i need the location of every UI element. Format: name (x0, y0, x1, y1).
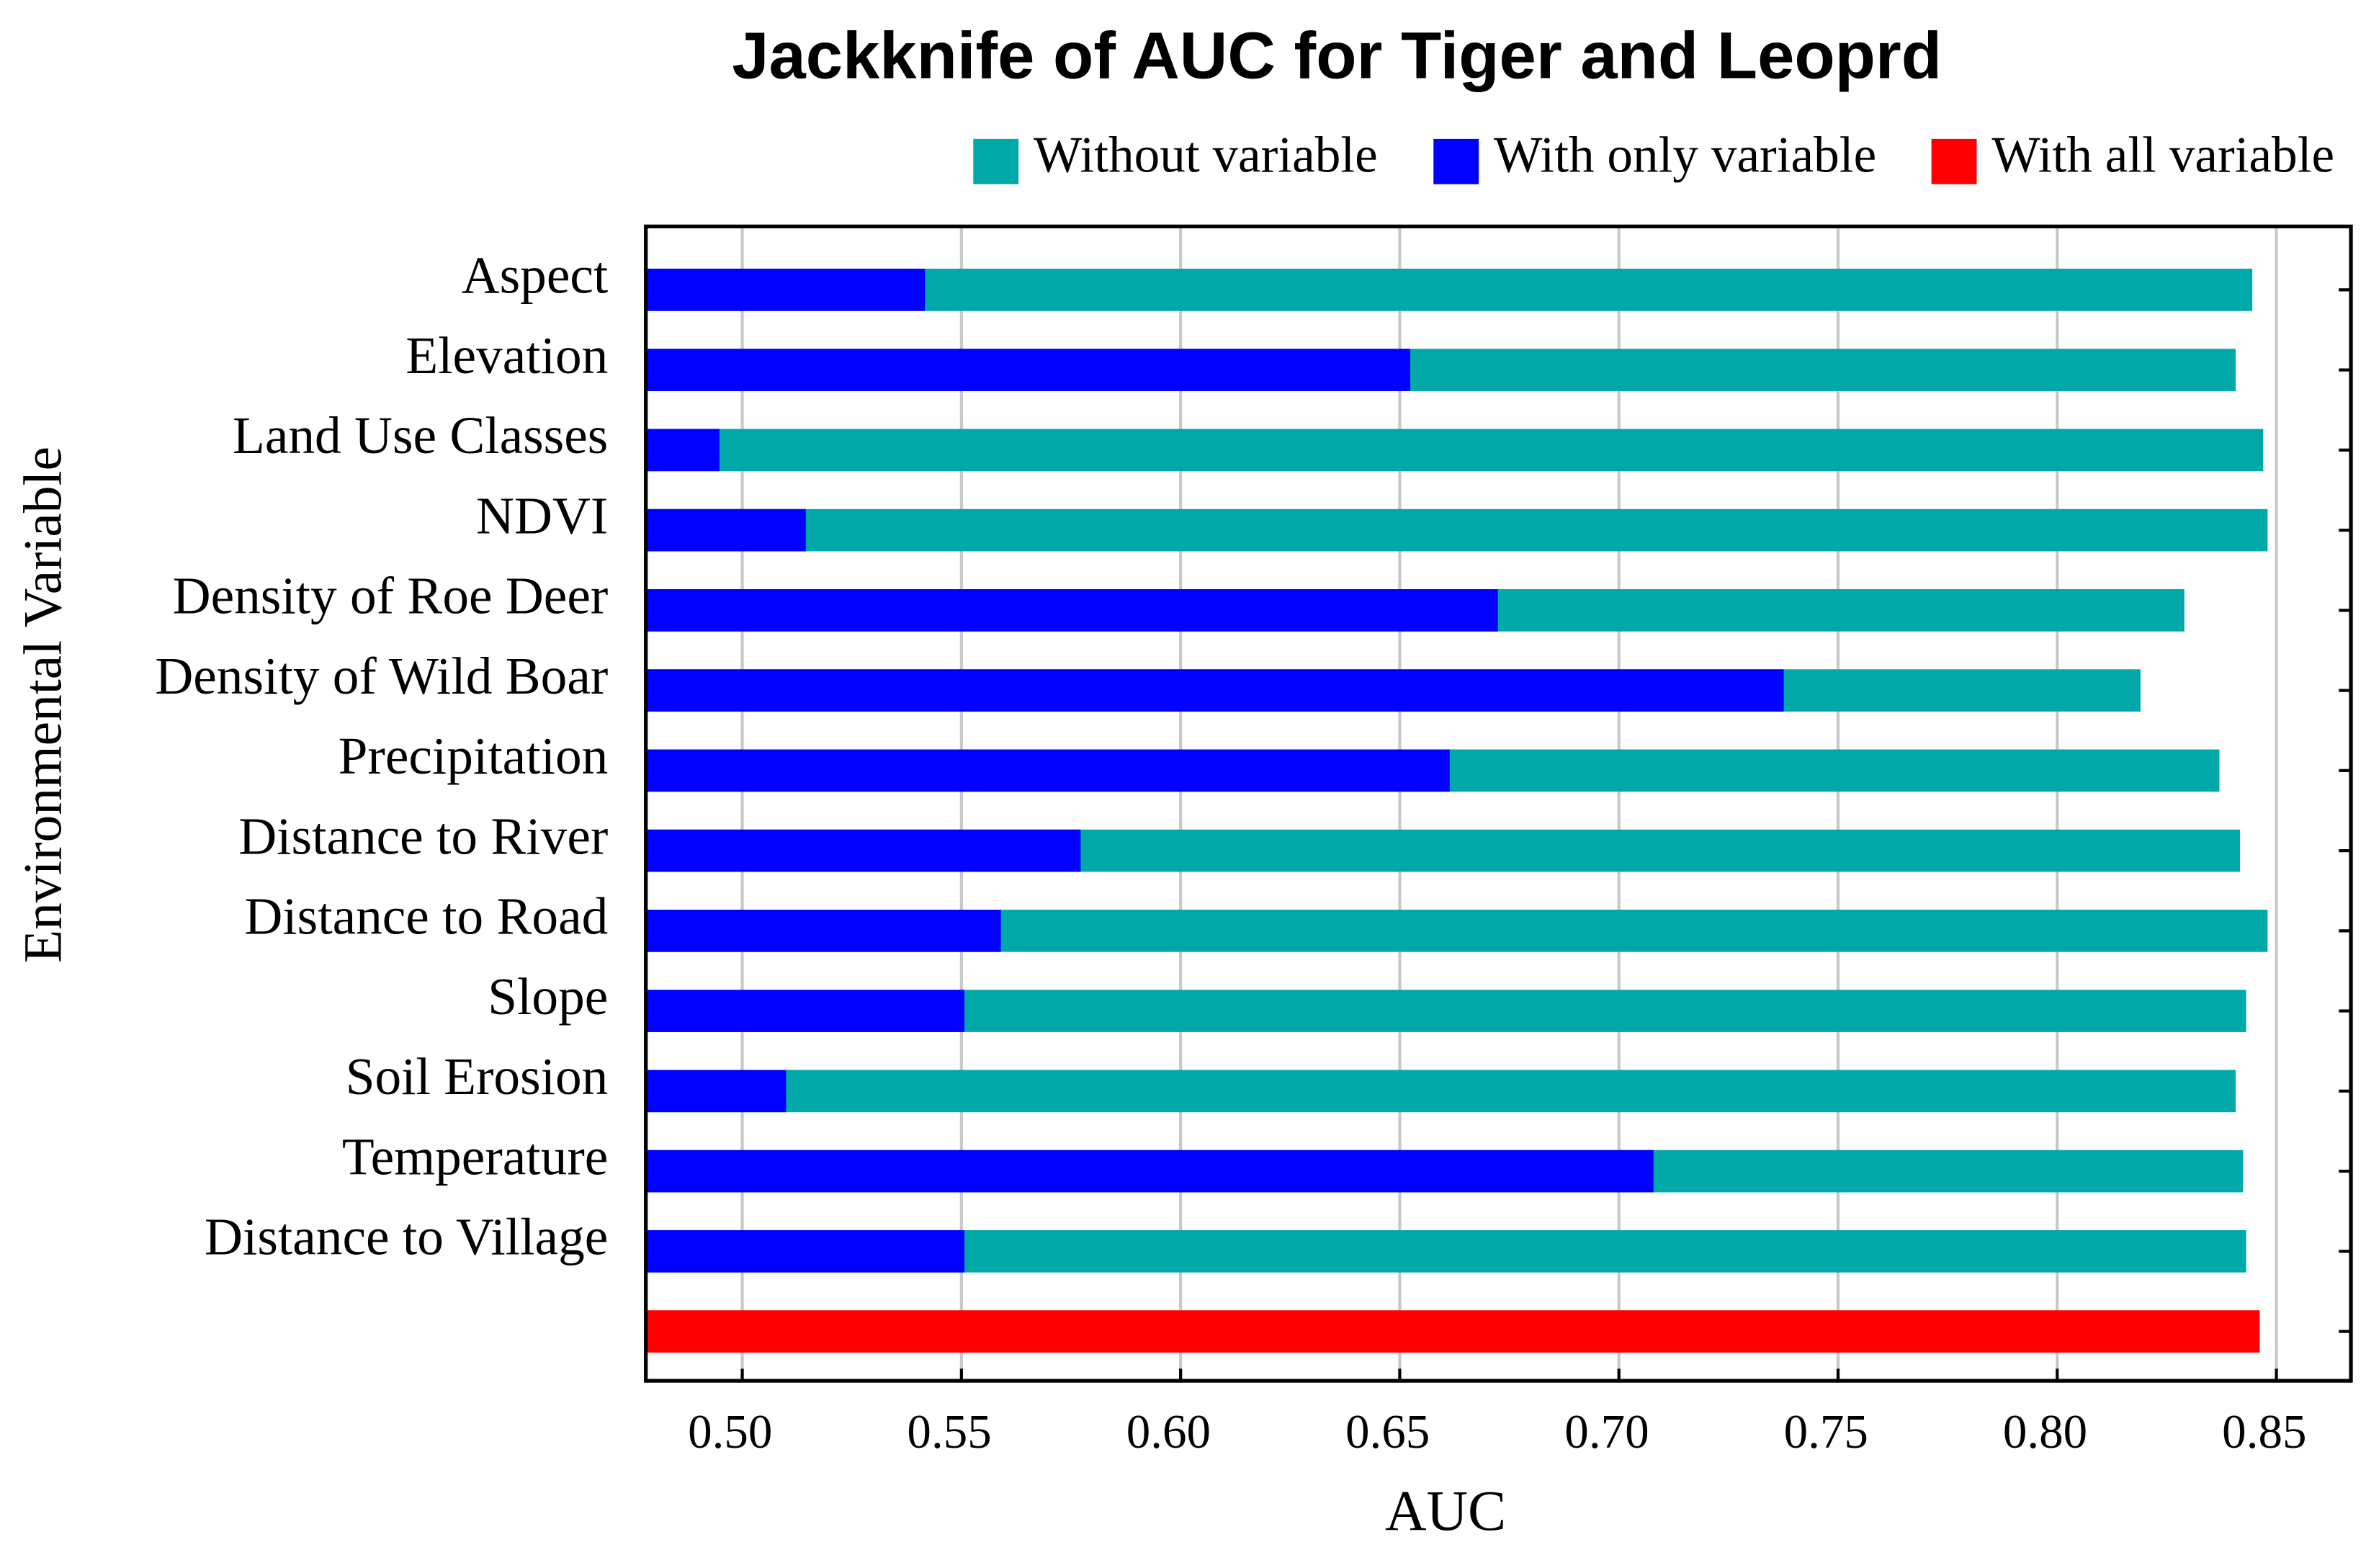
bar (645, 990, 965, 1032)
x-axis-label: AUC (1385, 1479, 1506, 1543)
bar (645, 509, 2268, 552)
y-tick-label: Aspect (462, 246, 609, 305)
x-tick-label: 0.75 (1784, 1405, 1868, 1459)
bar (645, 429, 2264, 472)
plot-frame (644, 224, 2353, 1383)
y-tick-label: Slope (488, 967, 608, 1026)
bar (645, 1310, 2260, 1353)
legend-swatch (1931, 138, 1977, 184)
bar (645, 829, 1081, 872)
x-tick-label: 0.65 (1345, 1405, 1430, 1459)
x-tick-label: 0.60 (1126, 1405, 1211, 1459)
legend-swatch (1433, 138, 1479, 184)
y-tick-label: Precipitation (339, 727, 609, 785)
bar (645, 509, 806, 552)
y-tick-label: Temperature (342, 1127, 608, 1186)
bar (645, 1150, 1654, 1193)
y-tick-label: NDVI (476, 486, 608, 545)
y-tick-label: Elevation (405, 326, 608, 385)
legend-label: Without variable (1034, 127, 1378, 184)
y-tick-label: Distance to Road (244, 887, 608, 946)
x-tick-label: 0.55 (907, 1405, 991, 1459)
y-tick-label: Distance to Village (205, 1208, 608, 1266)
y-tick-label: Density of Wild Boar (155, 647, 608, 705)
bar (645, 669, 1784, 712)
x-tick-label: 0.50 (688, 1405, 772, 1459)
bar (645, 1070, 787, 1113)
x-tick-label: 0.85 (2222, 1405, 2306, 1459)
y-axis-label: Environmental Variable (13, 447, 73, 963)
y-tick-label: Land Use Classes (233, 406, 608, 465)
y-tick-label: Density of Roe Deer (173, 567, 609, 625)
y-tick-label: Distance to River (238, 807, 608, 865)
y-tick-label: Soil Erosion (346, 1047, 609, 1106)
bar (645, 269, 926, 311)
bar (645, 749, 1450, 792)
x-tick-label: 0.70 (1564, 1405, 1649, 1459)
bar (645, 589, 1498, 632)
legend-label: With only variable (1494, 127, 1876, 184)
bar (645, 429, 720, 472)
bar (645, 1070, 2236, 1113)
x-tick-label: 0.80 (2003, 1405, 2087, 1459)
chart-title: Jackknife of AUC for Tiger and Leoprd (732, 18, 1942, 92)
bar (645, 349, 1411, 391)
legend-label: With all variable (1991, 127, 2334, 184)
bar (645, 910, 1001, 952)
bar (645, 1229, 965, 1273)
legend-swatch (973, 138, 1019, 184)
